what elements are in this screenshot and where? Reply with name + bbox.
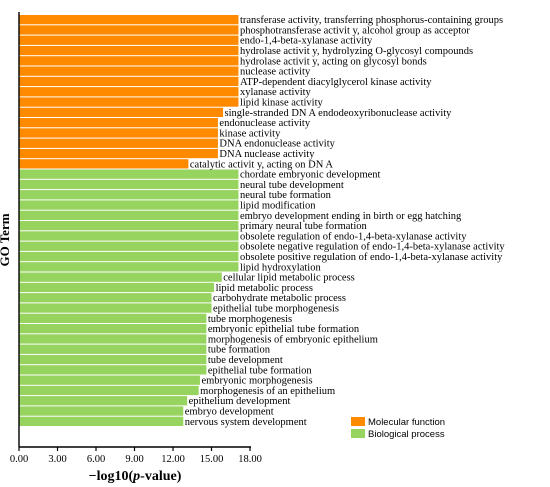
- bar: [19, 303, 212, 313]
- bar: [19, 416, 184, 426]
- bar-label: epithelium development: [189, 396, 291, 407]
- bar-label: morphogenesis of embryonic epithelium: [208, 334, 378, 345]
- bar-label: embryo development: [185, 407, 274, 418]
- bar: [19, 76, 239, 87]
- bar: [19, 87, 239, 97]
- bar: [19, 365, 207, 375]
- bar-label: endonuclease activity: [219, 118, 310, 129]
- bar-label: lipid hydroxylation: [240, 262, 322, 273]
- bar: [19, 97, 239, 107]
- bar: [19, 56, 239, 66]
- bar: [19, 354, 207, 365]
- bar-label: cellular lipid metabolic process: [223, 273, 355, 284]
- bar: [19, 241, 239, 251]
- bar-label: nuclease activity: [240, 67, 311, 78]
- bar-label: lipid kinase activity: [240, 98, 324, 109]
- x-axis-title: −log10(p-value): [89, 469, 182, 484]
- bar: [19, 251, 239, 262]
- bar-label: xylanase activity: [240, 87, 312, 98]
- bar: [19, 128, 218, 138]
- bar-label: ATP-dependent diacylglycerol kinase acti…: [240, 77, 432, 88]
- bar: [19, 313, 207, 323]
- bar-label: epithelial tube formation: [208, 365, 313, 376]
- bar: [19, 334, 207, 344]
- bar: [19, 324, 207, 334]
- y-axis-title: GO Term: [0, 213, 12, 266]
- bar: [19, 66, 239, 76]
- bar: [19, 272, 222, 282]
- legend-swatch: [351, 429, 365, 438]
- bar-label: tube morphogenesis: [208, 314, 292, 325]
- x-tick-label: 12.00: [161, 454, 185, 465]
- bar-label: chordate embryonic development: [240, 170, 381, 181]
- legend-swatch: [351, 417, 365, 426]
- bar: [19, 375, 200, 385]
- bar-label: neural tube formation: [240, 190, 332, 201]
- bar: [19, 262, 239, 272]
- bar-label: endo-1,4-beta-xylanase activity: [240, 36, 373, 47]
- bar-label: carbohydrate metabolic process: [213, 293, 346, 304]
- x-tick-label: 6.00: [87, 454, 105, 465]
- bar: [19, 344, 207, 354]
- bar-label: tube development: [208, 355, 283, 366]
- x-tick-group: 0.00 3.00 6.00 9.00 12.00 15.00 18.00: [10, 447, 262, 465]
- legend-label: Molecular function: [368, 417, 445, 428]
- x-tick-label: 0.00: [10, 454, 28, 465]
- x-tick-label: 9.00: [125, 454, 143, 465]
- x-tick-label: 15.00: [200, 454, 224, 465]
- bar-label: embryonic morphogenesis: [201, 376, 312, 387]
- bar-label: neural tube development: [240, 180, 344, 191]
- bar: [19, 169, 239, 179]
- bar: [19, 45, 239, 56]
- bar: [19, 293, 212, 303]
- bar: [19, 179, 239, 190]
- bar: [19, 25, 239, 35]
- bar-label: primary neural tube formation: [240, 221, 368, 232]
- bar: [19, 138, 218, 148]
- bar-label: epithelial tube morphogenesis: [213, 304, 339, 315]
- bar: [19, 118, 218, 128]
- legend-label: Biological process: [368, 429, 445, 440]
- bar: [19, 15, 239, 25]
- bar-label: catalytic activit y, acting on DN A: [190, 159, 333, 170]
- bar-label: DNA nuclease activity: [219, 149, 315, 160]
- bar-label: obsolete regulation of endo-1,4-beta-xyl…: [240, 231, 467, 242]
- bar-label: single-stranded DN A endodeoxyribonuclea…: [225, 108, 453, 119]
- bar-label: hydrolase activit y, acting on glycosyl …: [240, 56, 427, 67]
- bar: [19, 200, 239, 210]
- x-tick-label: 3.00: [48, 454, 66, 465]
- bar: [19, 107, 224, 117]
- bar-label: morphogenesis of an epithelium: [200, 386, 335, 397]
- x-tick-label: 18.00: [238, 454, 262, 465]
- bar-label: obsolete negative regulation of endo-1,4…: [240, 242, 505, 253]
- bar: [19, 231, 239, 241]
- bar-label: embryo development ending in birth or eg…: [240, 211, 462, 222]
- bar-label: hydrolase activit y, hydrolyzing O-glyco…: [240, 46, 473, 57]
- bar: [19, 396, 188, 406]
- bar: [19, 35, 239, 45]
- bar-label: obsolete positive regulation of endo-1,4…: [240, 252, 503, 263]
- bar-label: nervous system development: [185, 417, 307, 428]
- bar-label: phosphotransferase activit y, alcohol gr…: [240, 25, 470, 36]
- bar: [19, 282, 215, 293]
- bar-label: tube formation: [208, 345, 271, 356]
- bar-label-group: transferase activity, transferring phosp…: [185, 15, 506, 428]
- bar: [19, 221, 239, 231]
- bar-label: kinase activity: [219, 128, 281, 139]
- bar-label: lipid modification: [240, 201, 316, 212]
- bar-label: embryonic epithelial tube formation: [208, 324, 360, 335]
- bar: [19, 210, 239, 220]
- bar-group: [19, 15, 239, 426]
- bar: [19, 385, 199, 396]
- bar-label: DNA endonuclease activity: [219, 139, 335, 150]
- bar: [19, 190, 239, 200]
- bar: [19, 406, 184, 416]
- bar: [19, 159, 189, 169]
- bar: [19, 148, 218, 159]
- bar-label: lipid metabolic process: [216, 283, 313, 294]
- bar-label: transferase activity, transferring phosp…: [240, 15, 503, 26]
